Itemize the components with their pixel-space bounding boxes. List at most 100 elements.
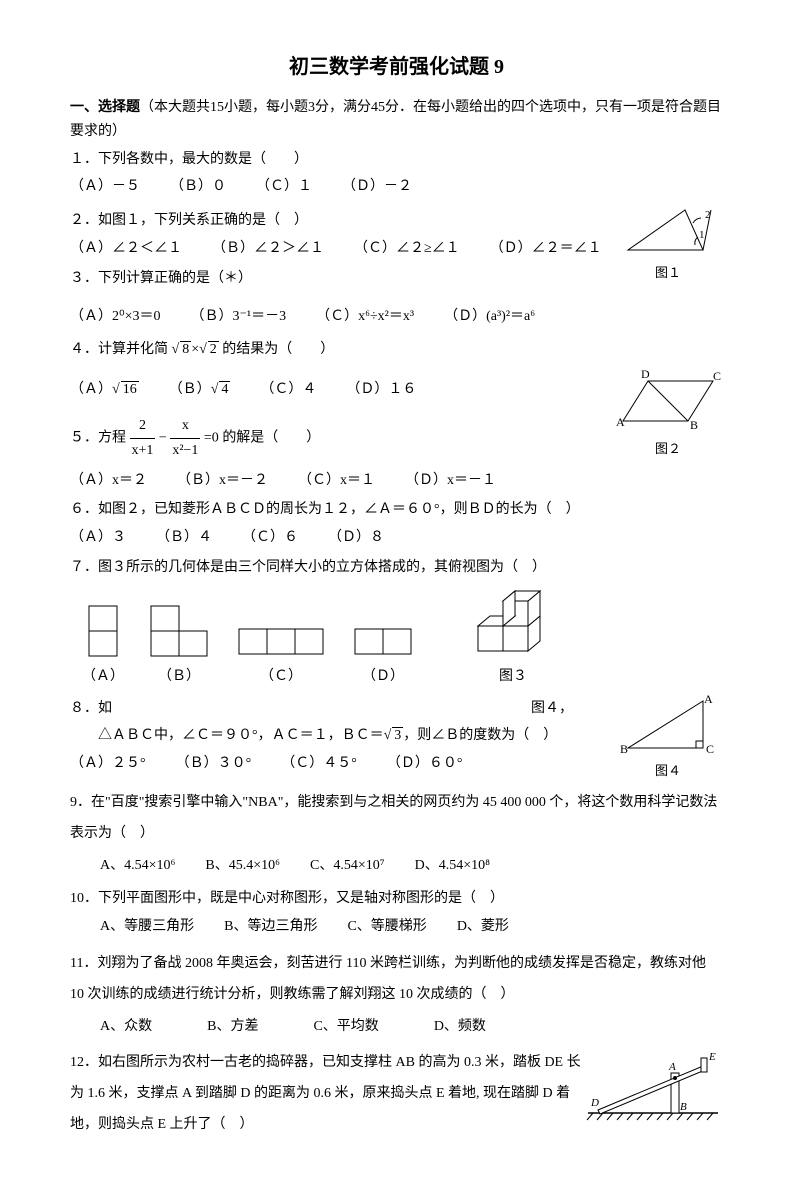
q4-opt-d: （Ｄ）１６ bbox=[346, 378, 416, 402]
q3-options: （Ａ）2⁰×3＝0 （Ｂ）3⁻¹＝－3 （Ｃ）x⁶÷x²＝x³ （Ｄ）(a³)²… bbox=[70, 305, 723, 329]
svg-text:E: E bbox=[708, 1051, 716, 1063]
svg-text:D: D bbox=[641, 367, 650, 381]
q5-opt-c: （Ｃ）x＝１ bbox=[298, 469, 375, 493]
figure-3: 图３ bbox=[468, 586, 558, 689]
q7-text: ７．图３所示的几何体是由三个同样大小的立方体搭成的，其俯视图为（ ） bbox=[70, 556, 723, 580]
q1-options: （Ａ）－５ （Ｂ）０ （Ｃ）１ （Ｄ）－２ bbox=[70, 175, 723, 199]
q8-text: △ＡＢＣ中，∠Ｃ＝９０°，ＡＣ＝１，ＢＣ＝√3，则∠Ｂ的度数为（ ） bbox=[70, 724, 613, 748]
svg-text:A: A bbox=[668, 1061, 676, 1073]
q7-fig-d: （Ｄ） bbox=[350, 621, 416, 689]
figure-1: 2 1 图１ bbox=[613, 205, 723, 284]
q8-opt-a: （Ａ）２５° bbox=[70, 752, 146, 776]
q1-opt-c: （Ｃ）１ bbox=[256, 175, 312, 199]
svg-text:A: A bbox=[704, 693, 713, 706]
q7-b-cap: （Ｂ） bbox=[146, 665, 212, 689]
q7-fig-c: （Ｃ） bbox=[234, 621, 328, 689]
q1-opt-b: （Ｂ）０ bbox=[170, 175, 226, 199]
fig3-label: 图３ bbox=[468, 665, 558, 689]
q5-f1d: x+1 bbox=[130, 439, 156, 463]
q1-opt-d: （Ｄ）－２ bbox=[342, 175, 412, 199]
q11-opt-b: B、方差 bbox=[207, 1015, 258, 1039]
q7-figures: （Ａ） （Ｂ） （Ｃ） （Ｄ） 图３ bbox=[82, 586, 723, 689]
q7-fig-a: （Ａ） bbox=[82, 601, 124, 689]
q10-options: A、等腰三角形 B、等边三角形 C、等腰梯形 D、菱形 bbox=[100, 915, 723, 939]
q3-opt-c: （Ｃ）x⁶÷x²＝x³ bbox=[316, 305, 414, 329]
fig1-label: 图１ bbox=[613, 262, 723, 284]
q8-l1a: ８．如 bbox=[70, 697, 112, 721]
q9-opt-c: C、4.54×10⁷ bbox=[310, 854, 385, 878]
svg-text:D: D bbox=[590, 1097, 599, 1109]
q11-opt-a: A、众数 bbox=[100, 1015, 152, 1039]
q5-text: ５．方程 2x+1 − xx²−1 =0 的解是（ ） bbox=[70, 414, 613, 463]
q5-f1n: 2 bbox=[130, 414, 156, 439]
q9-opt-b: B、45.4×10⁶ bbox=[205, 854, 280, 878]
q2-options: （Ａ）∠２＜∠１ （Ｂ）∠２＞∠１ （Ｃ）∠２≥∠１ （Ｄ）∠２＝∠１ bbox=[70, 237, 613, 261]
q7-c-cap: （Ｃ） bbox=[234, 665, 328, 689]
q10-text: 10．下列平面图形中，既是中心对称图形，又是轴对称图形的是（ ） bbox=[70, 887, 723, 911]
svg-text:A: A bbox=[616, 415, 625, 429]
figure-12: A B D E bbox=[583, 1048, 723, 1123]
figure-4: A B C 图４ bbox=[613, 693, 723, 782]
q12-text: 12．如右图所示为农村一古老的捣碎器，已知支撑柱 AB 的高为 0.3 米，踏板… bbox=[70, 1048, 583, 1140]
q11-options: A、众数 B、方差 C、平均数 D、频数 bbox=[100, 1015, 723, 1039]
q8-l1b: 图４， bbox=[531, 697, 573, 721]
q3-opt-d: （Ｄ）(a³)²＝a⁶ bbox=[444, 305, 535, 329]
q10-opt-d: D、菱形 bbox=[457, 915, 509, 939]
q10-opt-c: C、等腰梯形 bbox=[347, 915, 426, 939]
q8-opt-c: （Ｃ）４５° bbox=[281, 752, 357, 776]
q4-b-label: （Ｂ） bbox=[169, 382, 211, 397]
q2-opt-d: （Ｄ）∠２＝∠１ bbox=[490, 237, 602, 261]
q9-opt-d: D、4.54×10⁸ bbox=[415, 854, 490, 878]
q5-opt-b: （Ｂ）x＝－２ bbox=[177, 469, 268, 493]
q8-sqrt3: 3 bbox=[392, 727, 403, 743]
section-header: 一、选择题（本大题共15小题，每小题3分，满分45分．在每小题给出的四个选项中，… bbox=[70, 96, 723, 144]
q2-text: ２．如图１，下列关系正确的是（ ） bbox=[70, 209, 613, 233]
q8-opt-d: （Ｄ）６０° bbox=[387, 752, 463, 776]
q5-options: （Ａ）x＝２ （Ｂ）x＝－２ （Ｃ）x＝１ （Ｄ）x＝－１ bbox=[70, 469, 723, 493]
q7-a-cap: （Ａ） bbox=[82, 665, 124, 689]
q3-text: ３．下列计算正确的是（＊） bbox=[70, 267, 613, 291]
q1-opt-a: （Ａ）－５ bbox=[70, 175, 140, 199]
q6-opt-d: （Ｄ）８ bbox=[328, 526, 384, 550]
q4-opt-a: （Ａ）√16 bbox=[70, 378, 139, 402]
q5-post: 的解是（ ） bbox=[222, 430, 320, 445]
q4-sqrt2: 2 bbox=[208, 341, 219, 357]
q4-pre: ４．计算并化简 bbox=[70, 342, 168, 357]
svg-text:2: 2 bbox=[705, 209, 711, 221]
q3-opt-a: （Ａ）2⁰×3＝0 bbox=[70, 305, 161, 329]
fig4-label: 图４ bbox=[613, 760, 723, 782]
q8-opt-b: （Ｂ）３０° bbox=[176, 752, 252, 776]
svg-text:B: B bbox=[680, 1101, 687, 1113]
q4-sqrt8: 8 bbox=[180, 341, 191, 357]
q6-opt-b: （Ｂ）４ bbox=[156, 526, 212, 550]
q3-opt-b: （Ｂ）3⁻¹＝－3 bbox=[191, 305, 287, 329]
q6-opt-a: （Ａ）３ bbox=[70, 526, 126, 550]
q6-opt-c: （Ｃ）６ bbox=[242, 526, 298, 550]
q2-opt-b: （Ｂ）∠２＞∠１ bbox=[212, 237, 324, 261]
q8-line1: ８．如 图４， bbox=[70, 697, 613, 721]
q9-opt-a: A、4.54×10⁶ bbox=[100, 854, 175, 878]
q2-opt-a: （Ａ）∠２＜∠１ bbox=[70, 237, 182, 261]
q10-opt-a: A、等腰三角形 bbox=[100, 915, 194, 939]
figure-2: A B C D 图２ bbox=[613, 366, 723, 460]
svg-text:C: C bbox=[706, 742, 714, 756]
q4-post: 的结果为（ ） bbox=[222, 342, 334, 357]
q8-options: （Ａ）２５° （Ｂ）３０° （Ｃ）４５° （Ｄ）６０° bbox=[70, 752, 613, 776]
q9-options: A、4.54×10⁶ B、45.4×10⁶ C、4.54×10⁷ D、4.54×… bbox=[100, 854, 723, 878]
q4-a-label: （Ａ） bbox=[70, 382, 112, 397]
page-title: 初三数学考前强化试题 9 bbox=[70, 50, 723, 84]
q4-opt-c: （Ｃ）４ bbox=[260, 378, 316, 402]
q5-eq: =0 bbox=[204, 430, 219, 445]
section-head-text: 一、选择题 bbox=[70, 100, 140, 115]
q2-opt-c: （Ｃ）∠２≥∠１ bbox=[354, 237, 460, 261]
q4-opt-b: （Ｂ）√4 bbox=[169, 378, 231, 402]
q7-fig-b: （Ｂ） bbox=[146, 601, 212, 689]
fig2-label: 图２ bbox=[613, 438, 723, 460]
section-desc: （本大题共15小题，每小题3分，满分45分．在每小题给出的四个选项中，只有一项是… bbox=[70, 100, 721, 139]
q5-opt-a: （Ａ）x＝２ bbox=[70, 469, 147, 493]
q8-pre: △ＡＢＣ中，∠Ｃ＝９０°，ＡＣ＝１，ＢＣ＝ bbox=[70, 728, 384, 743]
q11-text: 11．刘翔为了备战 2008 年奥运会，刻苦进行 110 米跨栏训练，为判断他的… bbox=[70, 949, 723, 1011]
q5-pre: ５．方程 bbox=[70, 430, 126, 445]
q4-b-sqrt: 4 bbox=[219, 381, 230, 397]
svg-text:C: C bbox=[713, 369, 721, 383]
